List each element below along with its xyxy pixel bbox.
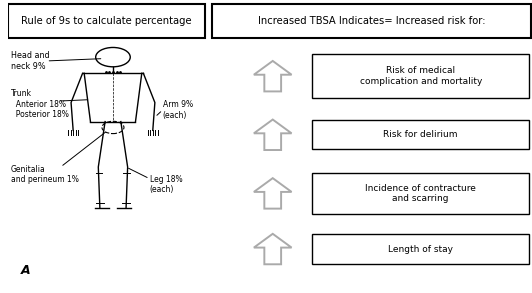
Text: Trunk
  Anterior 18%
  Posterior 18%: Trunk Anterior 18% Posterior 18% [11, 89, 69, 119]
Text: Incidence of contracture
and scarring: Incidence of contracture and scarring [365, 184, 476, 203]
FancyBboxPatch shape [312, 120, 529, 149]
FancyBboxPatch shape [312, 234, 529, 264]
FancyBboxPatch shape [212, 4, 531, 38]
Text: Genitalia
and perineum 1%: Genitalia and perineum 1% [11, 165, 79, 184]
Text: A: A [21, 264, 31, 277]
Text: Length of stay: Length of stay [388, 245, 453, 253]
FancyBboxPatch shape [8, 4, 205, 38]
Text: Increased TBSA Indicates= Increased risk for:: Increased TBSA Indicates= Increased risk… [258, 16, 486, 26]
Text: Head and
neck 9%: Head and neck 9% [11, 51, 49, 71]
FancyBboxPatch shape [312, 54, 529, 98]
Text: Risk for delirium: Risk for delirium [384, 130, 458, 139]
Text: Leg 18%
(each): Leg 18% (each) [149, 175, 182, 194]
FancyBboxPatch shape [312, 173, 529, 214]
Text: Arm 9%
(each): Arm 9% (each) [163, 100, 193, 120]
Text: Risk of medical
complication and mortality: Risk of medical complication and mortali… [360, 67, 482, 86]
Text: Rule of 9s to calculate percentage: Rule of 9s to calculate percentage [21, 16, 192, 26]
